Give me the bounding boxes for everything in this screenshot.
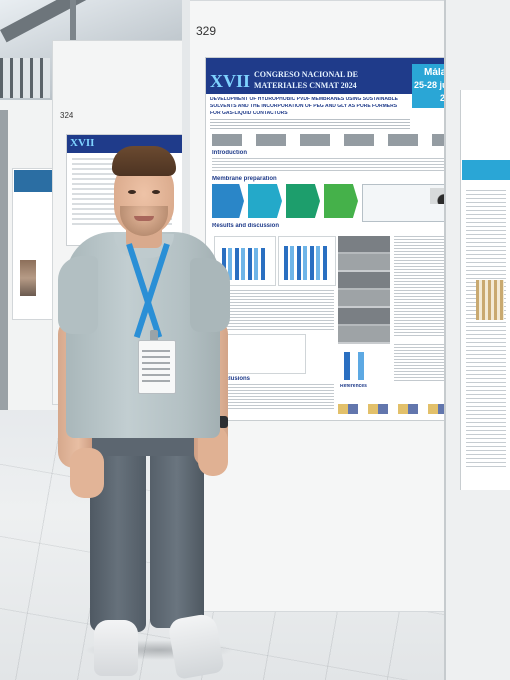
- ceiling-railing: [0, 58, 50, 98]
- person-left-eye: [128, 190, 136, 194]
- far-left-poster-image: [20, 260, 36, 296]
- poster-small-bars: [344, 352, 380, 380]
- poster-section-references: References: [340, 384, 367, 389]
- left-board-number: 324: [60, 112, 74, 120]
- poster-conclusions-text: [214, 384, 334, 410]
- poster-banner-subtitle-2: MATERIALES CNMAT 2024: [254, 82, 357, 90]
- right-poster-image: [476, 280, 504, 320]
- poster-section-results: Results and discussion: [212, 223, 280, 229]
- person-hair: [112, 146, 176, 176]
- poster-section-introduction: Introduction: [212, 150, 247, 156]
- person-left-sleeve: [58, 256, 98, 334]
- person-left-hand: [70, 448, 104, 498]
- poster-banner-subtitle-1: CONGRESO NACIONAL DE: [254, 71, 359, 79]
- poster-intro-text: [212, 158, 470, 172]
- poster-funding-logos: [338, 404, 464, 414]
- poster-step-4: [324, 184, 358, 218]
- poster-step-1: [212, 184, 244, 218]
- poster-step-3: [286, 184, 320, 218]
- poster-section-conclusions: Conclusions: [214, 376, 251, 382]
- person-left-shoe: [94, 620, 138, 676]
- ceiling-beam-2: [70, 0, 76, 60]
- poster-banner-title: XVII: [210, 72, 251, 90]
- person-right-leg: [150, 432, 204, 628]
- poster-results-text-left: [214, 290, 334, 330]
- poster-badge-dates: 25-28 junio: [414, 81, 462, 90]
- poster-sem-images: [338, 236, 390, 344]
- poster-logos: [212, 134, 470, 146]
- poster-step-2: [248, 184, 282, 218]
- poster-badge-city: Málaga: [424, 68, 458, 78]
- poster-authors: [210, 119, 410, 129]
- poster-title-line-2: SOLVENTS AND THE INCORPORATION OF PEG AN…: [210, 104, 398, 109]
- main-board-number: 329: [196, 25, 217, 37]
- poster-title-line-1: DEVELOPMENT OF HYDROPHOBIC PVDF MEMBRANE…: [210, 97, 398, 102]
- poster-bar-chart-2-bars: [284, 246, 328, 280]
- far-left-poster-banner: [14, 170, 58, 192]
- person-right-sleeve: [190, 258, 230, 332]
- poster-title-line-3: FOR GAS-LIQUID CONTACTORS: [210, 111, 288, 116]
- person-mouth: [134, 216, 154, 221]
- left-poster-banner-title: XVII: [70, 138, 95, 149]
- right-poster-text: [466, 190, 506, 470]
- poster-line-chart: [214, 334, 306, 374]
- person-right-eye: [152, 190, 160, 194]
- name-badge-lines: [142, 350, 170, 384]
- lanyard-clip: [150, 330, 158, 344]
- poster-bar-chart-1-bars: [222, 248, 266, 280]
- right-poster-banner: [462, 160, 510, 180]
- left-edge-strip: [0, 110, 8, 410]
- poster-section-membrane: Membrane preparation: [212, 176, 277, 182]
